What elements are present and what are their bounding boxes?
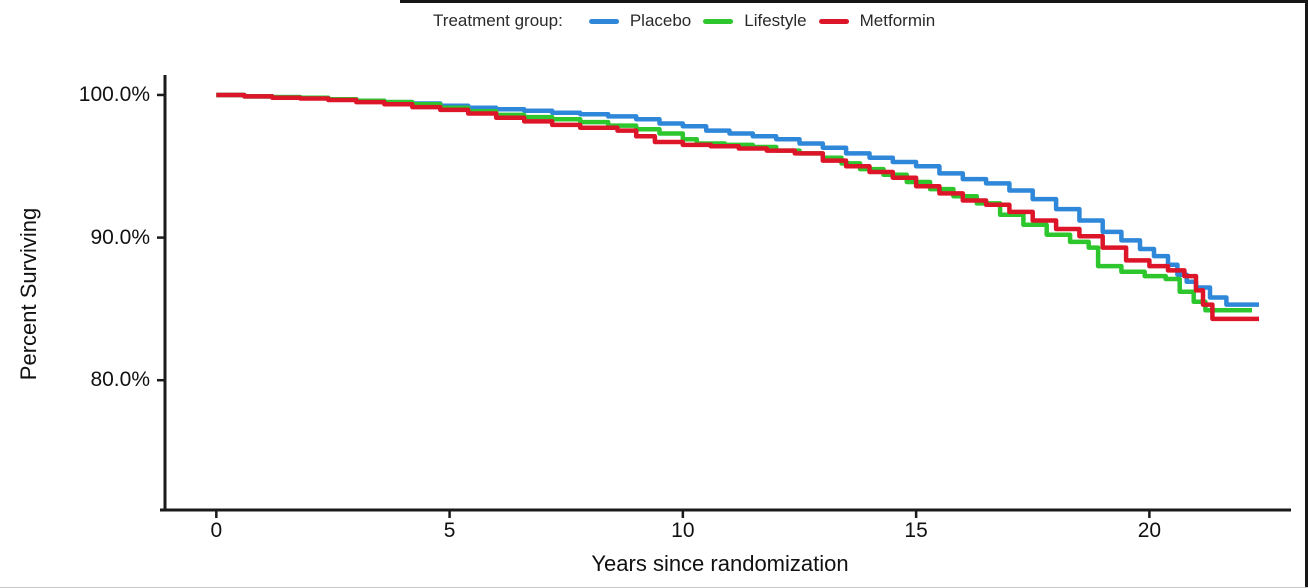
metformin-survival-curve <box>216 92 1259 322</box>
legend-label: Placebo <box>629 11 692 30</box>
x-axis-title: Years since randomization <box>591 551 849 576</box>
placebo-survival-curve <box>216 92 1259 307</box>
legend-item-placebo: Placebo <box>588 11 692 31</box>
legend-label: Lifestyle <box>744 11 807 30</box>
x-tick-label: 0 <box>210 519 223 542</box>
placebo-line-swatch-icon <box>588 18 619 24</box>
x-tick-label: 5 <box>443 519 456 542</box>
legend-title: Treatment group: <box>433 11 563 30</box>
lifestyle-survival-curve <box>216 92 1252 313</box>
legend: Treatment group: Placebo Lifestyle Metform… <box>433 11 935 31</box>
y-tick-label: 80.0% <box>90 368 150 392</box>
lifestyle-line-swatch-icon <box>703 18 734 24</box>
y-tick-label: 100.0% <box>78 82 150 106</box>
legend-label: Metformin <box>859 11 936 30</box>
legend-items: Placebo Lifestyle Metformin <box>577 11 935 31</box>
x-tick-label: 10 <box>671 519 695 542</box>
frame-edge-top <box>400 0 1308 3</box>
legend-item-metformin: Metformin <box>818 11 936 31</box>
legend-item-lifestyle: Lifestyle <box>703 11 807 31</box>
x-tick-label: 15 <box>904 519 928 542</box>
metformin-line-swatch-icon <box>818 18 849 24</box>
x-tick-label: 20 <box>1137 519 1162 542</box>
frame-edge-right <box>1305 0 1308 588</box>
y-tick-label: 90.0% <box>90 225 150 249</box>
